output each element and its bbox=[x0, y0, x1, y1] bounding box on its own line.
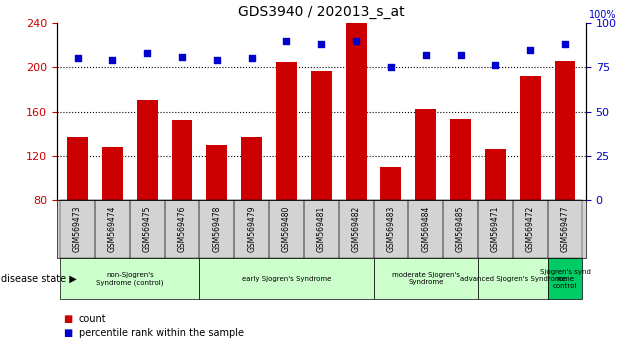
Bar bbox=[554, 61, 575, 289]
Text: non-Sjogren's
Syndrome (control): non-Sjogren's Syndrome (control) bbox=[96, 272, 164, 286]
Bar bbox=[276, 62, 297, 289]
Bar bbox=[381, 167, 401, 289]
Text: GSM569478: GSM569478 bbox=[212, 206, 221, 252]
Text: GSM569485: GSM569485 bbox=[456, 206, 465, 252]
Point bbox=[455, 52, 466, 58]
Text: early Sjogren's Syndrome: early Sjogren's Syndrome bbox=[242, 276, 331, 282]
Text: 100%: 100% bbox=[588, 10, 616, 20]
Text: GSM569471: GSM569471 bbox=[491, 206, 500, 252]
Text: GSM569472: GSM569472 bbox=[525, 206, 535, 252]
Bar bbox=[520, 76, 541, 289]
Text: GSM569476: GSM569476 bbox=[178, 206, 186, 252]
Bar bbox=[450, 119, 471, 289]
Point bbox=[560, 41, 570, 47]
Point bbox=[107, 57, 117, 63]
Point bbox=[142, 50, 152, 56]
Text: GSM569479: GSM569479 bbox=[247, 206, 256, 252]
Point bbox=[246, 56, 256, 61]
Text: ■: ■ bbox=[63, 314, 72, 324]
Bar bbox=[346, 23, 367, 289]
Text: GSM569484: GSM569484 bbox=[421, 206, 430, 252]
Point bbox=[177, 54, 187, 59]
Bar bbox=[311, 70, 332, 289]
Point bbox=[72, 56, 83, 61]
Text: GSM569481: GSM569481 bbox=[317, 206, 326, 252]
Point bbox=[212, 57, 222, 63]
Text: ■: ■ bbox=[63, 328, 72, 338]
Point bbox=[351, 38, 361, 44]
Bar bbox=[207, 145, 227, 289]
Text: advanced Sjogren's Syndrome: advanced Sjogren's Syndrome bbox=[460, 276, 566, 282]
Text: moderate Sjogren's
Syndrome: moderate Sjogren's Syndrome bbox=[392, 272, 460, 285]
Point bbox=[316, 41, 326, 47]
Bar bbox=[137, 101, 158, 289]
Title: GDS3940 / 202013_s_at: GDS3940 / 202013_s_at bbox=[238, 5, 404, 19]
Text: count: count bbox=[79, 314, 106, 324]
Point bbox=[282, 38, 292, 44]
Bar bbox=[485, 149, 506, 289]
Bar bbox=[241, 137, 262, 289]
Point bbox=[490, 63, 500, 68]
Bar bbox=[67, 137, 88, 289]
Point bbox=[421, 52, 431, 58]
Text: GSM569475: GSM569475 bbox=[143, 206, 152, 252]
Point bbox=[386, 64, 396, 70]
Text: GSM569477: GSM569477 bbox=[561, 206, 570, 252]
Point bbox=[525, 47, 536, 52]
Text: percentile rank within the sample: percentile rank within the sample bbox=[79, 328, 244, 338]
Text: GSM569474: GSM569474 bbox=[108, 206, 117, 252]
Bar bbox=[102, 147, 123, 289]
Text: GSM569482: GSM569482 bbox=[352, 206, 360, 252]
Bar bbox=[171, 120, 193, 289]
Bar bbox=[415, 109, 436, 289]
Text: disease state ▶: disease state ▶ bbox=[1, 274, 76, 284]
Text: GSM569480: GSM569480 bbox=[282, 206, 291, 252]
Text: GSM569473: GSM569473 bbox=[73, 206, 82, 252]
Text: GSM569483: GSM569483 bbox=[386, 206, 396, 252]
Text: Sjogren's synd
rome
control: Sjogren's synd rome control bbox=[539, 269, 590, 289]
